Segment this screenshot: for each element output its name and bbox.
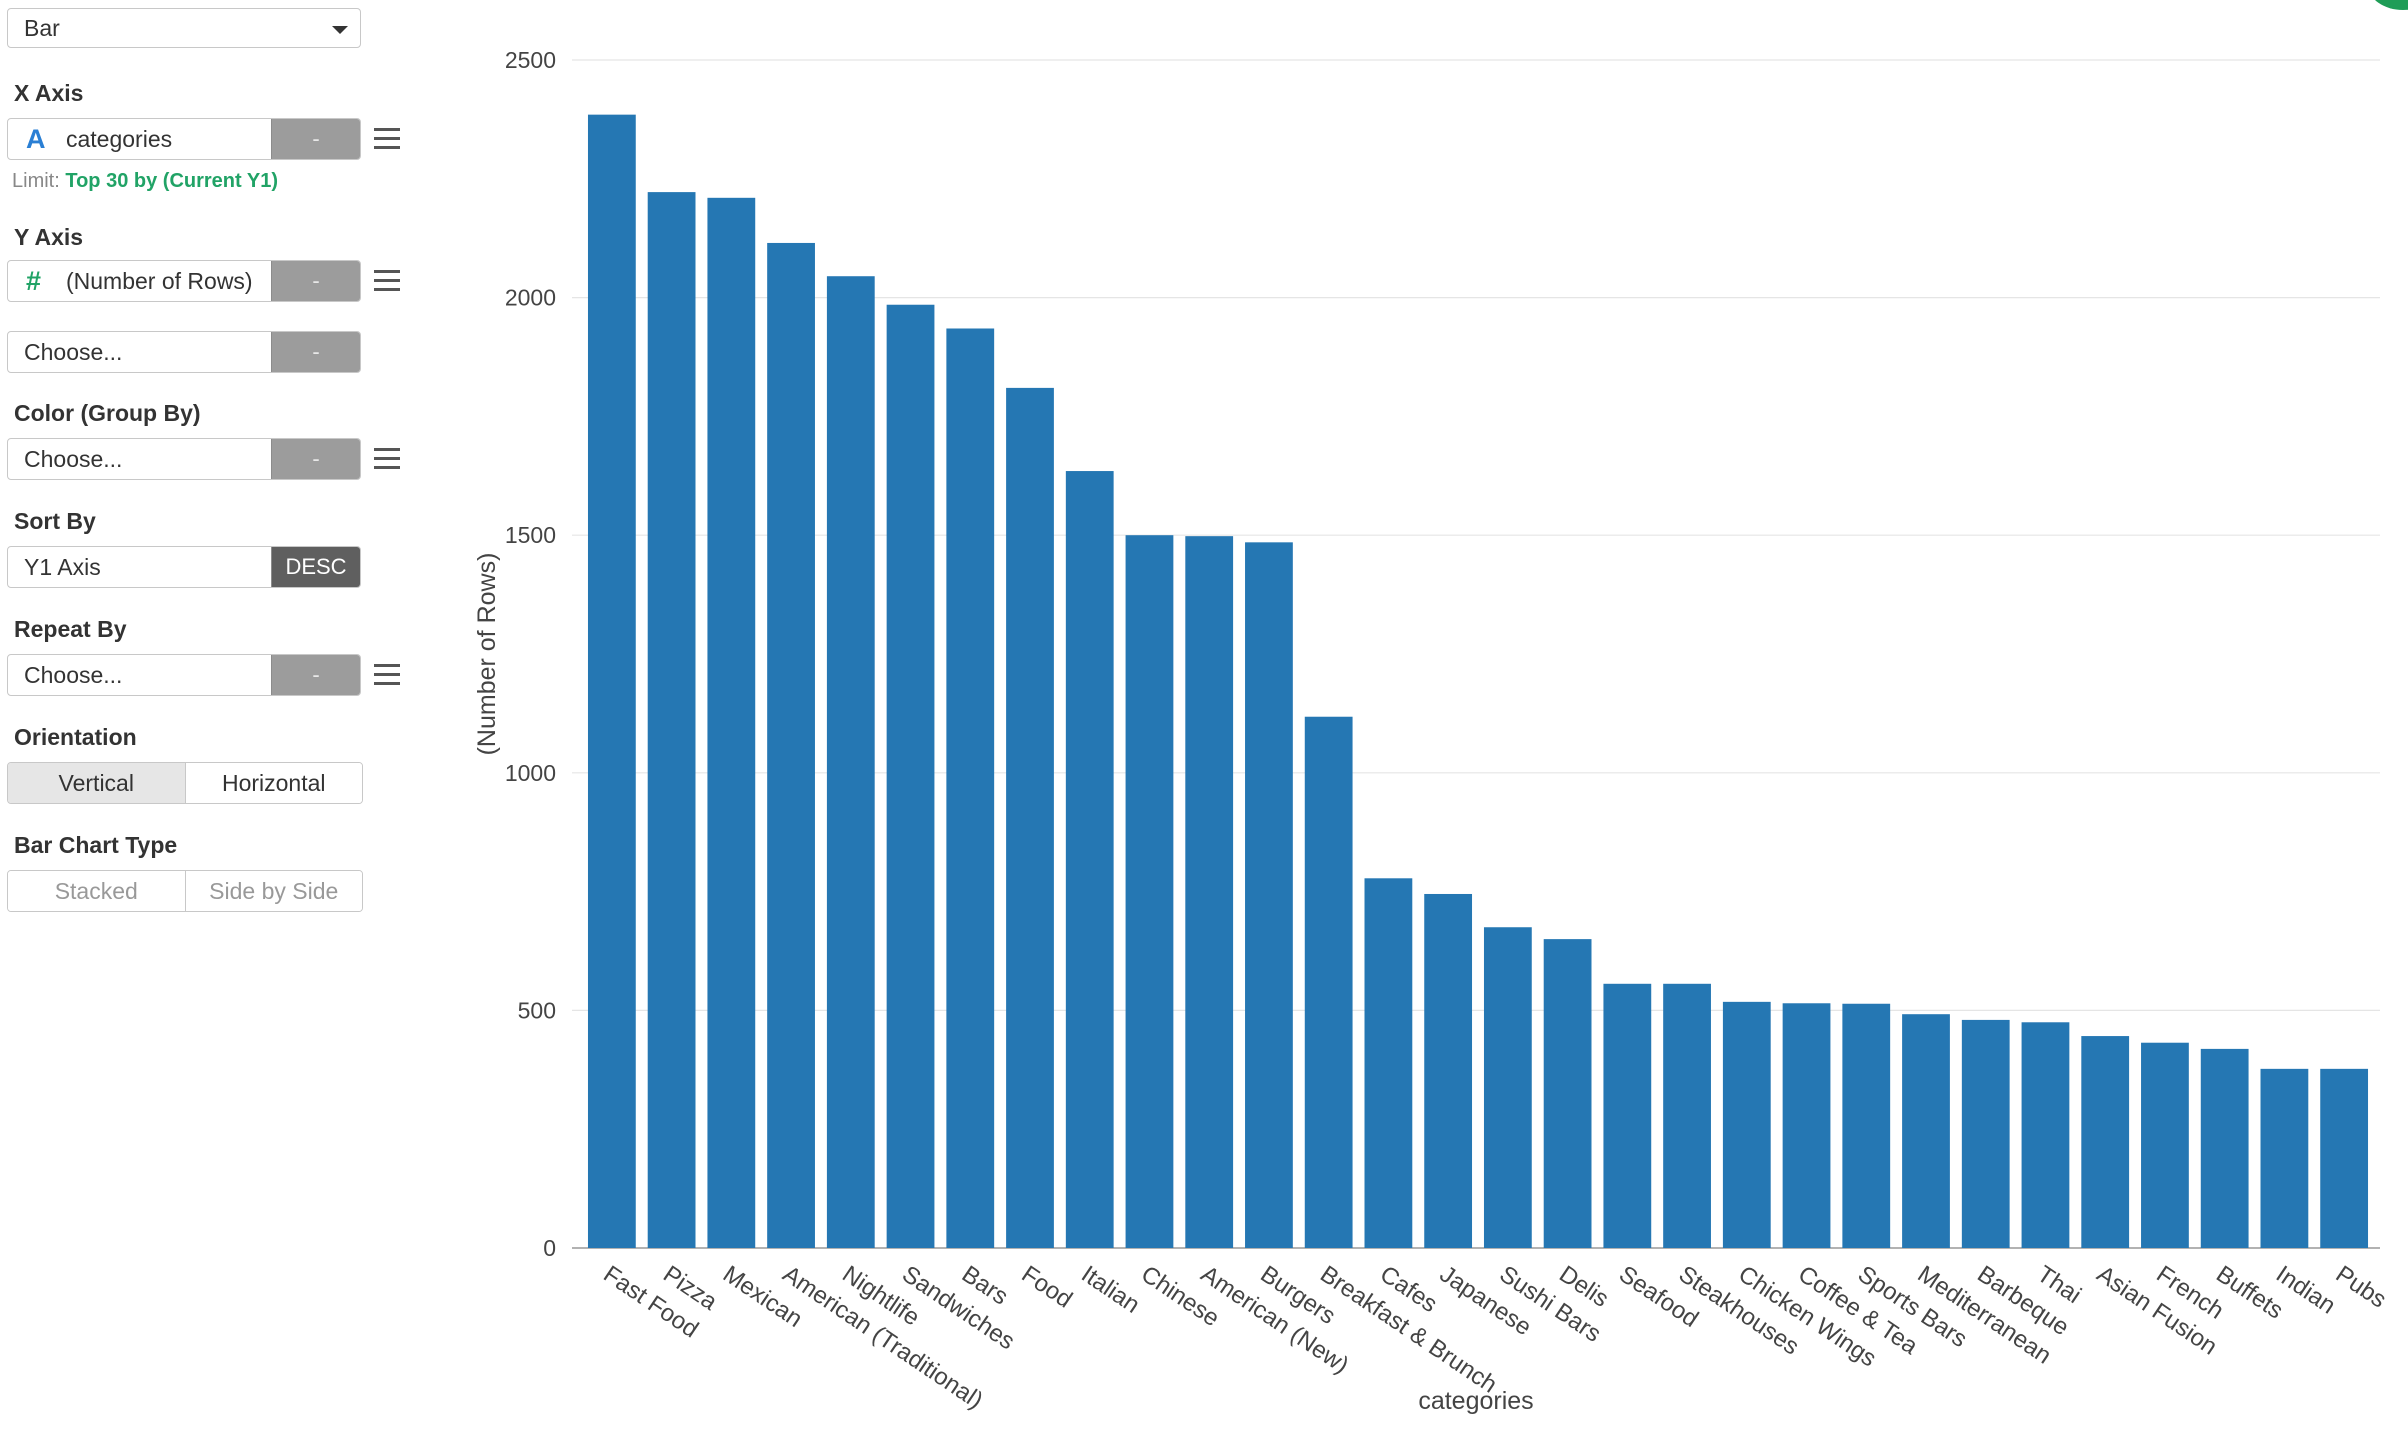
limit-value[interactable]: Top 30 by (Current Y1) <box>65 170 278 192</box>
x-tick-label: Buffets <box>2211 1261 2288 1325</box>
x-axis-limit[interactable]: Limit: Top 30 by (Current Y1) <box>12 170 278 193</box>
sort-direction-button[interactable]: DESC <box>271 547 360 587</box>
bar-type-side-by-side-button[interactable]: Side by Side <box>184 871 362 911</box>
color-menu-icon[interactable] <box>374 448 400 470</box>
number-type-icon: # <box>26 266 42 296</box>
text-type-icon: A <box>26 124 46 154</box>
orientation-toggle: Vertical Horizontal <box>7 762 363 804</box>
bar <box>2021 1022 2070 1248</box>
y-axis-second-field[interactable]: Choose... - <box>7 331 361 373</box>
y-tick-label: 2500 <box>505 47 556 73</box>
orientation-label: Orientation <box>14 724 137 750</box>
caret-down-icon <box>332 26 348 34</box>
limit-prefix: Limit: <box>12 170 60 192</box>
bar <box>2260 1068 2309 1248</box>
y-tick-label: 2000 <box>505 285 556 311</box>
y-axis-column: (Number of Rows) <box>66 268 253 294</box>
bar-type-label: Bar Chart Type <box>14 832 178 858</box>
color-label: Color (Group By) <box>14 400 201 426</box>
bar <box>1961 1019 2010 1248</box>
color-remove-button[interactable]: - <box>271 439 360 479</box>
x-axis-menu-icon[interactable] <box>374 128 400 150</box>
bar <box>647 192 696 1249</box>
bar <box>1663 983 1711 1248</box>
x-axis-remove-button[interactable]: - <box>271 119 360 159</box>
bar <box>886 304 935 1248</box>
bar <box>1902 1014 1950 1248</box>
chart-type-select[interactable]: Bar <box>7 8 361 48</box>
repeat-field[interactable]: Choose... - <box>7 654 361 696</box>
repeat-remove-button[interactable]: - <box>271 655 360 695</box>
bar <box>1304 716 1353 1248</box>
chart-settings-panel: Bar X Axis A categories - Limit: Top 30 … <box>0 0 420 1444</box>
bar <box>1543 939 1592 1248</box>
bar <box>1722 1001 1771 1248</box>
y-tick-label: 1500 <box>505 522 556 548</box>
y-axis-menu-icon[interactable] <box>374 270 400 292</box>
status-dot <box>2368 0 2408 10</box>
bar <box>1185 536 1234 1248</box>
orientation-horizontal-button[interactable]: Horizontal <box>184 763 362 803</box>
x-axis-column: categories <box>66 126 173 152</box>
bar <box>1006 387 1054 1248</box>
bar <box>2200 1048 2249 1248</box>
y-tick-label: 1000 <box>505 760 556 786</box>
y-axis-label: Y Axis <box>14 224 84 250</box>
x-tick-label: Pubs <box>2331 1261 2391 1314</box>
bar <box>1125 535 1174 1248</box>
y-axis-remove-button[interactable]: - <box>271 261 360 301</box>
x-axis-title: categories <box>1418 1387 1533 1415</box>
bar <box>2141 1042 2189 1248</box>
bar <box>1245 542 1293 1248</box>
bar <box>826 276 875 1248</box>
repeat-value: Choose... <box>24 662 123 688</box>
bar <box>1065 471 1114 1249</box>
sort-value: Y1 Axis <box>24 554 101 580</box>
bar <box>1842 1003 1891 1248</box>
bar <box>1364 878 1413 1248</box>
x-axis-field[interactable]: A categories - <box>7 118 361 160</box>
bar <box>1424 893 1473 1248</box>
bar <box>707 197 756 1249</box>
y-tick-label: 0 <box>543 1235 556 1261</box>
bar <box>1483 927 1532 1248</box>
bar-type-stacked-button[interactable]: Stacked <box>8 871 185 911</box>
repeat-menu-icon[interactable] <box>374 664 400 686</box>
y-axis-second-placeholder: Choose... <box>24 339 123 365</box>
y-axis-field[interactable]: # (Number of Rows) - <box>7 260 361 302</box>
repeat-label: Repeat By <box>14 616 127 642</box>
y-axis-title: (Number of Rows) <box>473 553 501 756</box>
bar <box>587 114 636 1249</box>
color-field[interactable]: Choose... - <box>7 438 361 480</box>
chart-type-value: Bar <box>24 15 60 41</box>
y-tick-label: 500 <box>518 997 556 1023</box>
y-axis-second-remove-button[interactable]: - <box>271 332 360 372</box>
x-tick-label: Italian <box>1076 1261 1144 1319</box>
bar <box>767 242 815 1248</box>
x-axis-label: X Axis <box>14 80 84 106</box>
bar <box>2081 1036 2130 1248</box>
sort-field[interactable]: Y1 Axis DESC <box>7 546 361 588</box>
bar <box>2320 1068 2369 1248</box>
orientation-vertical-button[interactable]: Vertical <box>8 763 185 803</box>
sort-label: Sort By <box>14 508 96 534</box>
bar <box>946 328 995 1248</box>
color-value: Choose... <box>24 446 123 472</box>
bar <box>1603 983 1652 1248</box>
x-tick-label: Food <box>1017 1261 1077 1314</box>
bar <box>1782 1003 1831 1248</box>
bar-type-toggle: Stacked Side by Side <box>7 870 363 912</box>
